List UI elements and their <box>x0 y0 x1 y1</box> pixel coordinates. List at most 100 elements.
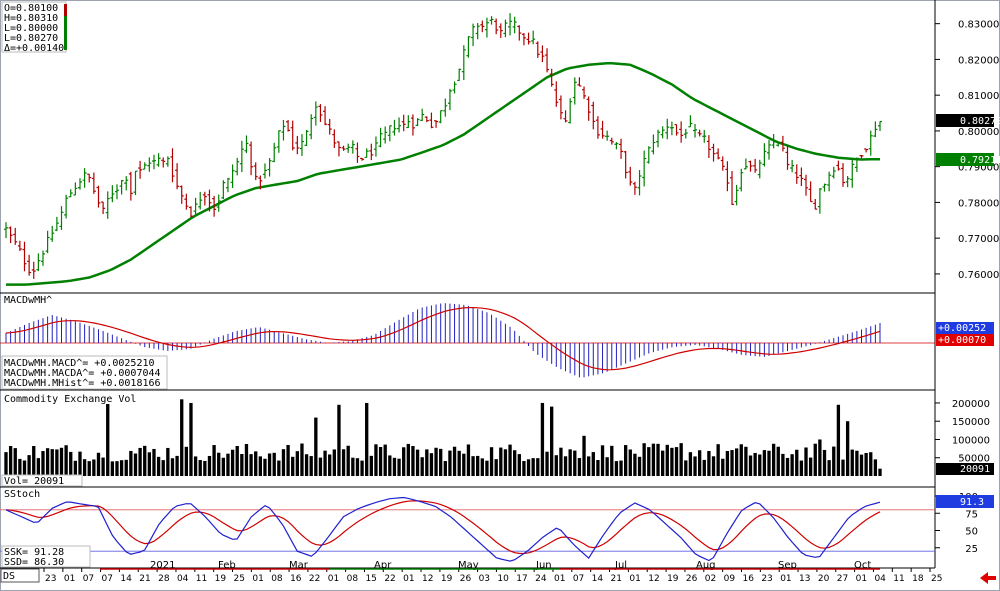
volume-bar <box>360 460 364 476</box>
volume-bar <box>101 457 105 476</box>
volume-bar <box>346 445 350 476</box>
macd-signal-value: MACDwMH.MACDA^= +0.0007044 <box>4 368 161 379</box>
macd-title: MACDwMH^ <box>4 295 52 306</box>
volume-bar <box>605 457 609 476</box>
volume-bar <box>730 450 734 476</box>
volume-bar <box>563 456 568 476</box>
time-axis-day-label: 01 <box>856 574 867 584</box>
time-axis-month-label: Aug <box>696 560 716 571</box>
volume-bar <box>383 444 387 476</box>
volume-bar <box>665 444 669 476</box>
volume-bar <box>415 449 420 476</box>
volume-bar <box>489 447 494 476</box>
volume-bar <box>203 460 207 476</box>
price-axis-label: 0.78000 <box>958 198 999 209</box>
volume-bar <box>554 455 558 476</box>
volume-bar <box>129 450 133 476</box>
volume-title-bg <box>2 393 136 404</box>
time-axis-day-label: 01 <box>780 574 791 584</box>
time-axis-day-label: 01 <box>403 574 414 584</box>
volume-bar <box>702 459 706 476</box>
volume-bar <box>448 450 452 476</box>
volume-bar <box>221 457 226 476</box>
time-axis-day-label: 07 <box>573 574 584 584</box>
ohlc-open: O=0.80100 <box>4 3 58 14</box>
volume-bar <box>207 455 212 476</box>
stoch-axis-label: 75 <box>965 509 978 520</box>
volume-bar <box>355 458 360 476</box>
volume-bar <box>374 444 378 476</box>
volume-bar <box>226 453 230 476</box>
volume-bar <box>651 443 656 476</box>
volume-bar <box>277 460 281 476</box>
volume-readout: Vol= 20091 <box>4 476 64 487</box>
volume-bar <box>526 459 531 476</box>
back-arrow-icon[interactable] <box>980 572 996 584</box>
macd-hist-value: MACDwMH.MHist^= +0.0018166 <box>4 378 161 389</box>
volume-bar <box>180 399 184 476</box>
volume-bar <box>818 439 822 476</box>
volume-bar <box>522 460 526 476</box>
volume-bar <box>596 460 600 476</box>
volume-bar <box>762 450 767 476</box>
volume-bar <box>365 402 369 476</box>
volume-bar <box>785 457 790 476</box>
volume-bar <box>138 447 142 476</box>
time-axis-day-label: 01 <box>554 574 565 584</box>
volume-title: Commodity Exchange Vol <box>4 394 136 405</box>
volume-bar <box>697 450 702 476</box>
volume-bar <box>587 456 591 476</box>
volume-bar <box>711 456 716 476</box>
volume-bar <box>328 454 332 476</box>
time-axis-day-label: 24 <box>535 574 547 584</box>
volume-bar <box>670 447 674 476</box>
volume-bar <box>559 447 563 476</box>
symbol-input-text: DS <box>3 571 15 582</box>
time-axis-day-label: 09 <box>724 574 736 584</box>
volume-bar <box>462 453 466 476</box>
price-axis-label: 0.76000 <box>958 270 999 281</box>
volume-bar <box>304 454 309 476</box>
volume-axis-label: 100000 <box>952 435 990 446</box>
volume-bar <box>845 421 850 476</box>
volume-bar <box>545 451 549 476</box>
volume-bar <box>230 449 235 476</box>
price-axis-label: 0.82000 <box>958 55 999 66</box>
volume-bar <box>411 446 415 476</box>
time-axis-day-label: 01 <box>64 574 75 584</box>
time-axis-day-label: 14 <box>592 574 604 584</box>
volume-bar <box>272 452 276 476</box>
volume-bar <box>758 454 762 476</box>
volume-bar <box>351 457 355 476</box>
price-axis-label: 0.83000 <box>958 20 999 31</box>
volume-bar <box>175 455 179 476</box>
volume-bar <box>734 448 739 476</box>
volume-bar <box>439 448 443 476</box>
volume-bar <box>267 453 272 476</box>
time-axis-day-label: 08 <box>271 574 283 584</box>
time-axis-day-label: 25 <box>931 574 942 584</box>
last-price-badge <box>936 114 994 127</box>
symbol-input[interactable] <box>0 568 40 583</box>
volume-bar <box>55 449 59 476</box>
time-axis: 23 01 07 07 14 21 28 04 11 19 25 01 08 16 22 01 08 15 22 01… <box>43 560 942 584</box>
time-axis-day-label: 20 <box>818 574 830 584</box>
time-axis-month-label: May <box>458 560 479 571</box>
volume-bar <box>133 453 138 476</box>
volume-bar <box>693 456 697 476</box>
volume-bar <box>452 446 457 476</box>
time-axis-month-label: Sep <box>778 560 797 571</box>
volume-bar <box>748 455 753 476</box>
volume-bar <box>674 447 679 476</box>
ohlc-last: L=0.80270 <box>4 33 58 44</box>
volume-bar <box>143 445 147 476</box>
volume-bar <box>45 448 50 476</box>
volume-bar <box>249 454 253 476</box>
volume-bar <box>610 445 614 476</box>
volume-bar <box>318 457 323 476</box>
volume-bar <box>332 449 336 476</box>
ssk-readout: SSK= 91.28 <box>4 547 64 558</box>
volume-bar <box>480 458 484 476</box>
stoch-axis-label: 50 <box>965 527 978 538</box>
